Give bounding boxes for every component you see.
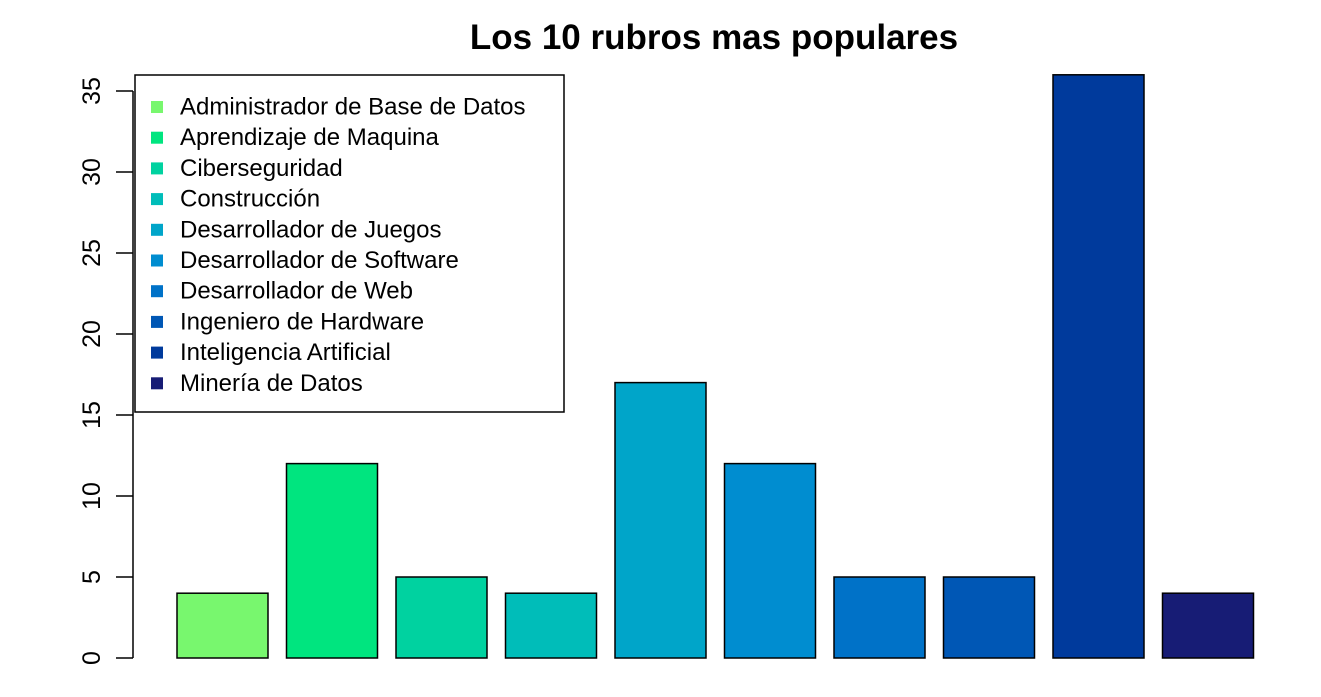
y-tick-label: 35 <box>78 77 106 105</box>
legend-swatch <box>151 346 163 359</box>
legend-swatch <box>151 254 163 267</box>
legend-label: Construcción <box>180 186 320 213</box>
legend-label: Ingeniero de Hardware <box>180 308 424 335</box>
legend-box <box>134 74 565 413</box>
legend-swatch <box>151 131 163 144</box>
legend-swatch <box>151 315 163 328</box>
bar <box>942 576 1036 659</box>
legend-label: Desarrollador de Software <box>180 247 459 274</box>
y-tick-label: 15 <box>78 401 106 429</box>
bars <box>176 74 1255 659</box>
legend-swatch <box>151 377 163 390</box>
bar <box>1052 74 1145 659</box>
bar <box>723 462 817 659</box>
y-tick-label: 0 <box>78 651 106 665</box>
y-tick-label: 25 <box>78 239 106 267</box>
bar <box>395 576 488 659</box>
legend: Administrador de Base de Datos Aprendizaj… <box>134 74 565 413</box>
legend-label: Desarrollador de Web <box>180 278 413 305</box>
legend-label: Desarrollador de Juegos <box>180 216 441 243</box>
bar <box>614 381 707 659</box>
legend-swatch <box>151 162 163 175</box>
y-tick-label: 5 <box>78 570 106 584</box>
legend-label: Inteligencia Artificial <box>180 339 391 366</box>
bar <box>504 592 598 659</box>
bar <box>176 592 269 659</box>
legend-label: Minería de Datos <box>180 370 363 397</box>
y-tick-label: 30 <box>78 158 106 186</box>
legend-label: Ciberseguridad <box>180 155 343 182</box>
legend-label: Aprendizaje de Maquina <box>180 124 439 151</box>
chart-title: Los 10 rubros mas populares <box>470 18 958 57</box>
bar <box>833 576 926 659</box>
y-tick-label: 20 <box>78 320 106 348</box>
legend-swatch <box>151 223 163 236</box>
y-axis: 0 5 10 15 20 25 30 35 <box>78 77 134 665</box>
legend-swatch <box>151 101 163 113</box>
legend-swatch <box>151 285 163 298</box>
y-tick-label: 10 <box>78 482 106 510</box>
legend-swatch <box>151 193 163 206</box>
bar <box>285 462 379 659</box>
bar <box>1161 592 1255 659</box>
legend-label: Administrador de Base de Datos <box>180 94 526 121</box>
